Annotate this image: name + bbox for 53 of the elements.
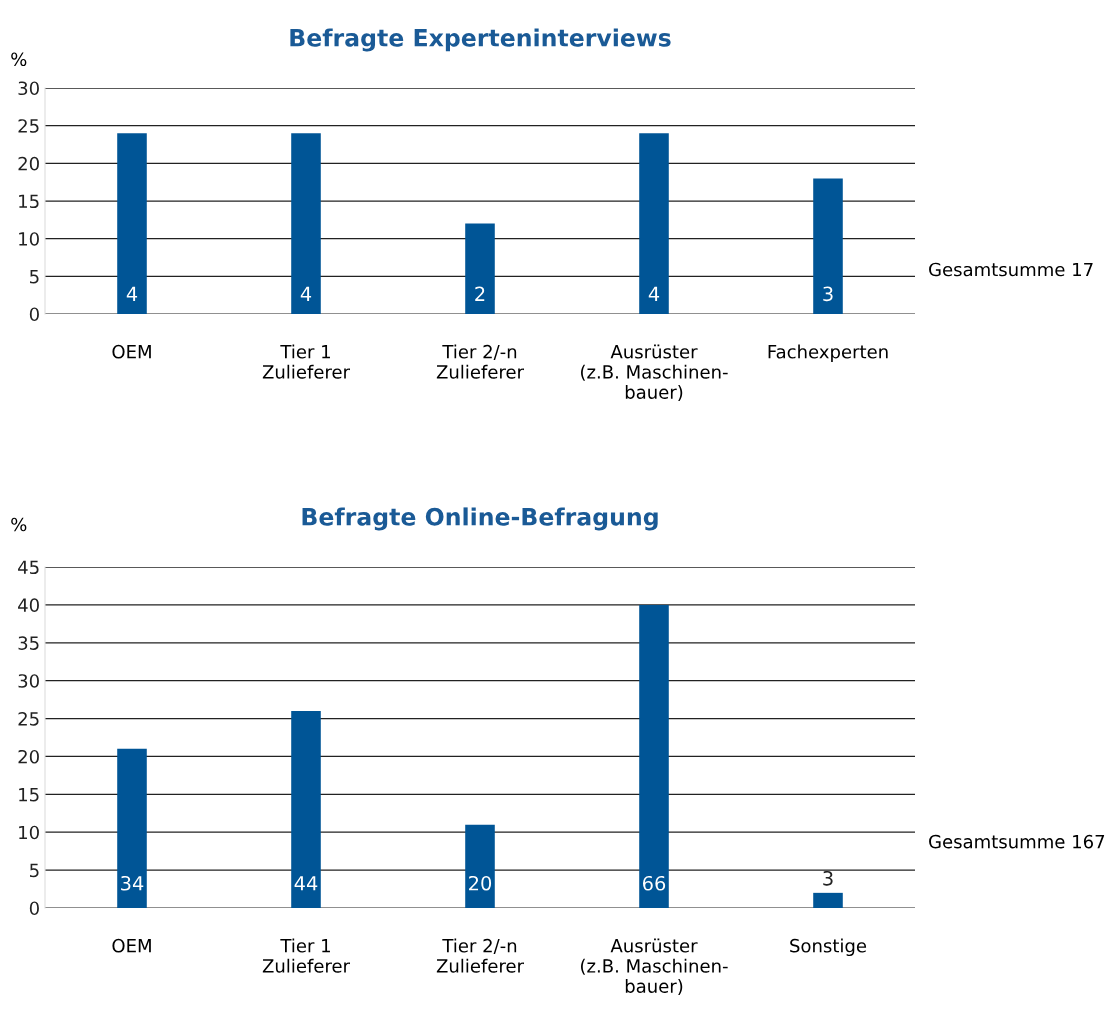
annotation: 2	[475, 286, 485, 301]
annotation: 4	[300, 286, 312, 301]
bar	[465, 223, 495, 314]
bar	[813, 178, 843, 314]
y-tick-label: 40	[18, 598, 39, 613]
y-axis-title: %	[11, 517, 27, 532]
y-tick-label: 25	[18, 712, 39, 726]
x-tick-label: Tier 1 Zulieferer	[262, 938, 350, 973]
bar	[117, 748, 147, 908]
y-tick-label: 35	[18, 636, 39, 650]
x-tick-label: Ausrüster (z.B. Maschinen- bauer)	[581, 344, 728, 402]
y-tick-label: 10	[19, 232, 39, 246]
annotation: 4	[126, 286, 138, 301]
x-tick-label: Tier 2/-n Zulieferer	[436, 344, 524, 379]
bar	[465, 824, 495, 908]
chart-title: Befragte Online-Befragung	[302, 507, 658, 531]
y-axis-title: %	[11, 52, 27, 67]
text: Gesamtsumme 17	[929, 262, 1093, 277]
annotation: 4	[648, 286, 660, 301]
y-tick-label: 0	[29, 307, 39, 322]
annotation: 66	[642, 875, 666, 891]
x-tick-label: Tier 2/-n Zulieferer	[436, 938, 524, 973]
x-tick-label: Ausrüster (z.B. Maschinen- bauer)	[581, 938, 728, 996]
y-tick-label: 0	[29, 901, 39, 916]
y-tick-label: 30	[18, 81, 39, 96]
bar	[117, 133, 147, 314]
bar	[291, 710, 321, 908]
y-tick-label: 20	[18, 156, 39, 171]
x-tick-label: OEM	[112, 344, 151, 359]
text: Gesamtsumme 167	[929, 834, 1105, 849]
y-tick-label: 25	[18, 119, 39, 133]
annotation: 3	[823, 286, 833, 302]
y-tick-label: 30	[18, 674, 39, 688]
annotation: 20	[469, 875, 492, 891]
y-tick-label: 20	[18, 749, 39, 764]
y-tick-label: 15	[19, 788, 39, 802]
x-tick-label: Fachexperten	[768, 344, 888, 363]
bar	[813, 892, 843, 908]
bar	[291, 133, 321, 314]
y-tick-label: 45	[18, 560, 39, 575]
bar	[639, 604, 669, 908]
x-tick-label: Sonstige	[790, 938, 867, 957]
bar	[639, 133, 669, 314]
chart-title: Befragte Experteninterviews	[290, 28, 671, 52]
annotation: 3	[823, 870, 833, 886]
y-tick-label: 10	[19, 825, 39, 840]
x-tick-label: Tier 1 Zulieferer	[262, 344, 350, 379]
annotation: 44	[294, 876, 318, 891]
y-tick-label: 5	[30, 270, 39, 284]
y-tick-label: 5	[30, 863, 39, 878]
x-tick-label: OEM	[112, 938, 151, 953]
annotation: 34	[121, 875, 144, 891]
y-tick-label: 15	[19, 194, 39, 209]
